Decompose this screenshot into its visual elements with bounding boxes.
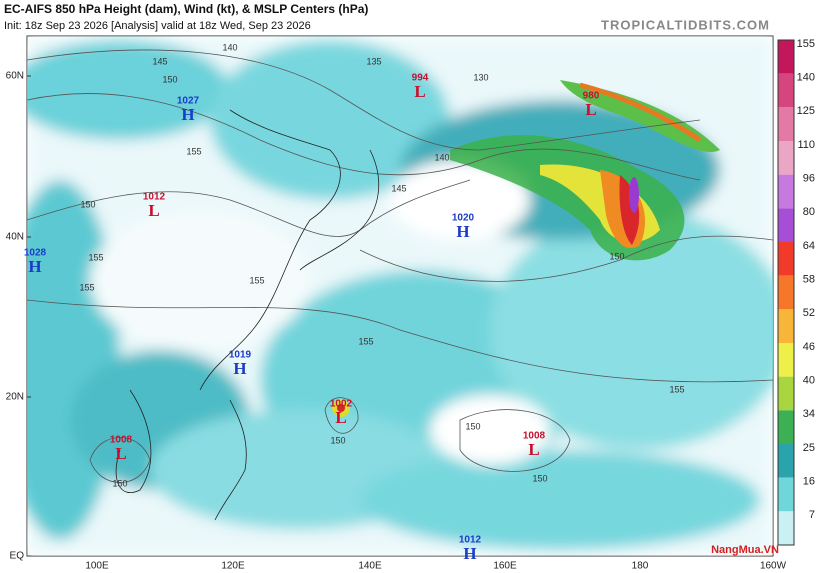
- center-symbol: H: [463, 544, 476, 563]
- lon-label: 140E: [358, 561, 382, 572]
- colorbar-band: [778, 73, 794, 108]
- center-symbol: H: [181, 105, 194, 124]
- contour-label: 150: [532, 473, 547, 483]
- lat-label: 40N: [6, 232, 24, 243]
- colorbar-band: [778, 242, 794, 276]
- center-symbol: H: [28, 257, 41, 276]
- colorbar-band: [778, 410, 794, 444]
- colorbar-band: [778, 444, 794, 478]
- colorbar-label: 155: [797, 38, 815, 50]
- center-pressure: 994: [412, 73, 429, 84]
- colorbar-band: [778, 343, 794, 377]
- contour-label: 130: [473, 72, 488, 82]
- contour-label: 155: [669, 384, 684, 394]
- colorbar-label: 34: [803, 408, 815, 420]
- center-pressure: 1027: [177, 96, 200, 107]
- lon-labels: 100E 120E 140E 160E 180 160W: [85, 561, 786, 572]
- lon-label: 160E: [493, 561, 517, 572]
- colorbar: 155 140 125 110 96 80 64 58 52 46 40 34 25 16 7: [777, 38, 815, 546]
- center-symbol: L: [414, 82, 425, 101]
- contour-label: 155: [358, 336, 373, 346]
- center-pressure: 1008: [110, 435, 133, 446]
- source-label: TROPICALTIDBITS.COM: [601, 17, 770, 32]
- center-pressure: 980: [583, 91, 600, 102]
- contour-label: 140: [222, 42, 237, 52]
- lat-label: EQ: [10, 551, 25, 562]
- colorbar-label: 40: [803, 375, 815, 387]
- contour-label: 155: [186, 146, 201, 156]
- colorbar-label: 80: [803, 206, 815, 218]
- colorbar-band: [778, 107, 794, 141]
- colorbar-band: [778, 309, 794, 343]
- contour-label: 150: [80, 199, 95, 209]
- center-pressure: 1020: [452, 213, 475, 224]
- contour-label: 155: [249, 275, 264, 285]
- colorbar-label: 140: [797, 72, 815, 84]
- contour-label: 150: [609, 251, 624, 261]
- map-subtitle: Init: 18z Sep 23 2026 [Analysis] valid a…: [4, 20, 311, 32]
- lon-label: 160W: [760, 561, 787, 572]
- colorbar-band: [778, 208, 794, 242]
- center-symbol: L: [335, 408, 346, 427]
- lat-label: 20N: [6, 392, 24, 403]
- colorbar-band: [778, 141, 794, 175]
- center-pressure: 1028: [24, 248, 47, 259]
- lon-label: 120E: [221, 561, 245, 572]
- colorbar-label: 96: [803, 173, 815, 185]
- center-symbol: L: [528, 440, 539, 459]
- contour-label: 145: [152, 56, 167, 66]
- center-pressure: 1008: [523, 431, 546, 442]
- colorbar-label: 58: [803, 274, 815, 286]
- colorbar-band: [778, 40, 794, 74]
- colorbar-band: [778, 477, 794, 512]
- colorbar-band: [778, 376, 794, 411]
- lat-labels: 60N 40N 20N EQ: [6, 71, 31, 562]
- colorbar-band: [778, 275, 794, 310]
- colorbar-band: [778, 174, 794, 209]
- center-pressure: 1019: [229, 350, 252, 361]
- contour-label: 155: [88, 252, 103, 262]
- lon-label: 180: [632, 561, 649, 572]
- center-symbol: H: [233, 359, 246, 378]
- lon-label: 100E: [85, 561, 109, 572]
- contour-label: 145: [391, 183, 406, 193]
- contour-label: 150: [162, 74, 177, 84]
- colorbar-band: [778, 511, 794, 545]
- contour-labels: 140 145 150 135 130 155 150 155 155 155 140 145 155 1…: [79, 42, 684, 488]
- height-contours: [27, 49, 773, 483]
- center-symbol: L: [585, 100, 596, 119]
- center-pressure: 1012: [459, 535, 482, 546]
- center-symbol: H: [456, 222, 469, 241]
- colorbar-label: 46: [803, 341, 815, 353]
- contour-label: 150: [330, 435, 345, 445]
- coastlines: [115, 109, 380, 521]
- colorbar-label: 52: [803, 307, 815, 319]
- center-pressure: 1002: [330, 399, 353, 410]
- colorbar-label: 110: [797, 139, 815, 151]
- contour-label: 135: [366, 56, 381, 66]
- map-title: EC-AIFS 850 hPa Height (dam), Wind (kt),…: [4, 2, 368, 16]
- contour-label: 150: [465, 421, 480, 431]
- colorbar-label: 64: [803, 240, 815, 252]
- wind-shading: [27, 36, 773, 556]
- colorbar-label: 7: [809, 509, 815, 521]
- colorbar-label: 125: [797, 105, 815, 117]
- center-pressure: 1012: [143, 192, 166, 203]
- colorbar-label: 16: [803, 476, 815, 488]
- colorbar-label: 25: [803, 442, 815, 454]
- lat-label: 60N: [6, 71, 24, 82]
- contour-label: 150: [112, 478, 127, 488]
- center-symbol: L: [115, 444, 126, 463]
- watermark: NangMua.VN: [711, 544, 779, 556]
- contour-label: 140: [434, 152, 449, 162]
- colorbar-frame: [777, 39, 795, 546]
- center-symbol: L: [148, 201, 159, 220]
- contour-label: 155: [79, 282, 94, 292]
